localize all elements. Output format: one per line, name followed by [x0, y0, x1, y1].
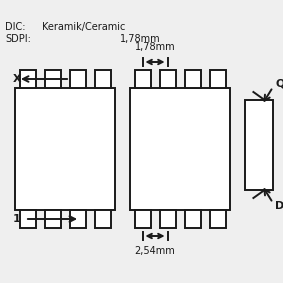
Bar: [134, 210, 151, 228]
Bar: [185, 70, 200, 88]
Text: 2,54mm: 2,54mm: [135, 246, 175, 256]
Text: X: X: [13, 74, 22, 84]
Text: Keramik/Ceramic: Keramik/Ceramic: [42, 22, 125, 32]
Bar: [95, 70, 110, 88]
Bar: [15, 88, 115, 210]
Bar: [209, 70, 226, 88]
Bar: [95, 210, 110, 228]
Bar: [245, 100, 273, 190]
Text: SDPI:: SDPI:: [5, 34, 31, 44]
Text: QIP: QIP: [275, 79, 283, 89]
Bar: [134, 70, 151, 88]
Bar: [209, 210, 226, 228]
Text: 1: 1: [13, 214, 21, 224]
Text: DIC:: DIC:: [5, 22, 25, 32]
Bar: [20, 70, 35, 88]
Bar: [20, 210, 35, 228]
Text: 1,78mm: 1,78mm: [135, 42, 175, 52]
Bar: [44, 70, 61, 88]
Bar: [160, 210, 175, 228]
Bar: [130, 88, 230, 210]
Text: 1,78mm: 1,78mm: [120, 34, 161, 44]
Bar: [70, 70, 85, 88]
Bar: [185, 210, 200, 228]
Bar: [70, 210, 85, 228]
Bar: [160, 70, 175, 88]
Text: DIP: DIP: [275, 201, 283, 211]
Bar: [44, 210, 61, 228]
